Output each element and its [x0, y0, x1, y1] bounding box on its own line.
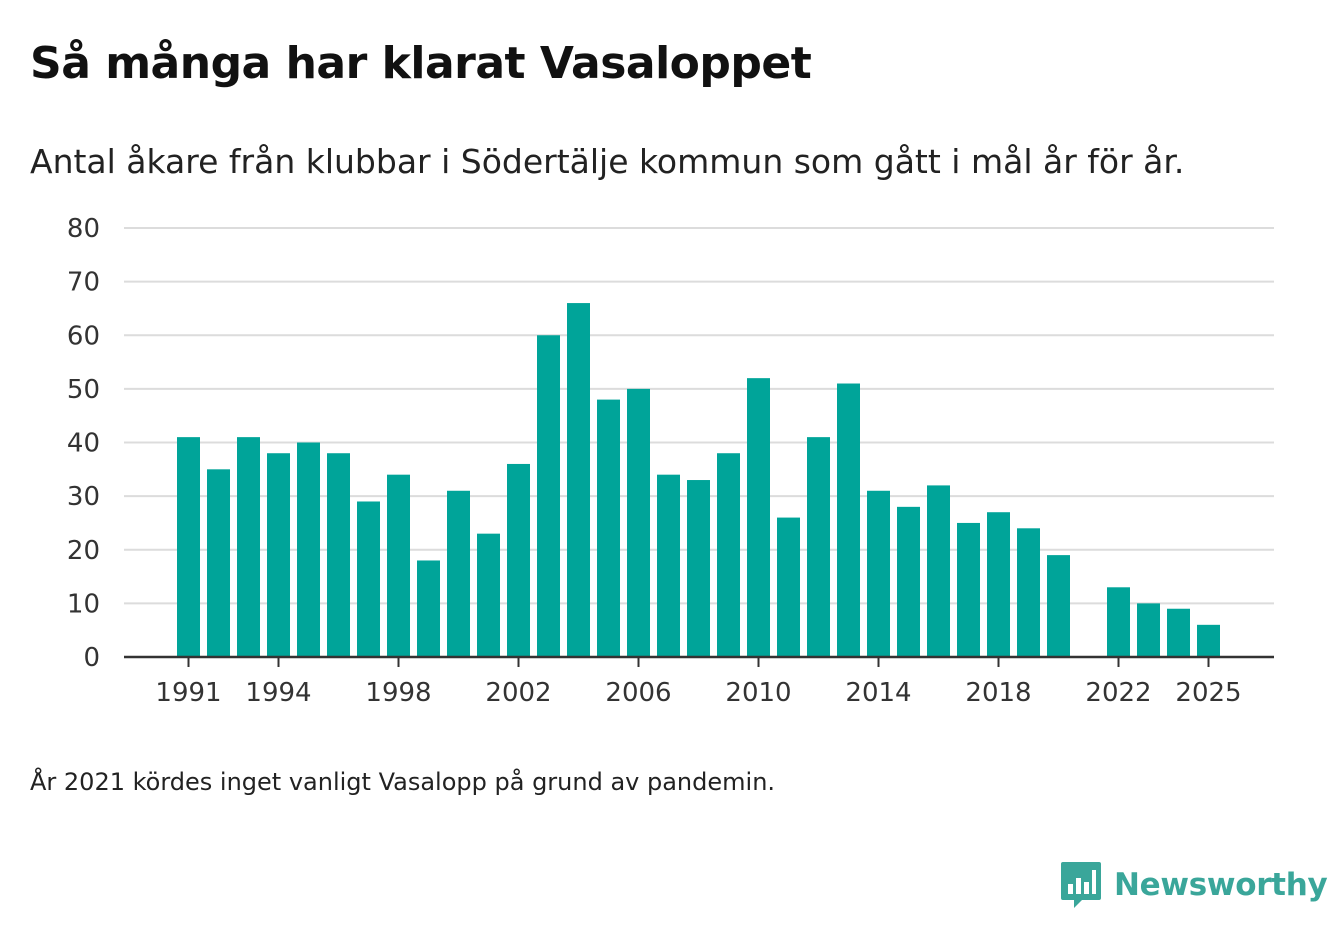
bar-1998	[387, 474, 410, 657]
y-tick-label: 80	[67, 214, 100, 244]
bar-2025	[1197, 624, 1220, 657]
bar-2020	[1047, 555, 1070, 657]
x-tick-label: 2018	[965, 678, 1031, 708]
x-tick-label: 1991	[155, 678, 221, 708]
bar-2010	[747, 378, 770, 657]
bar-1991	[177, 437, 200, 657]
x-tick-label: 1994	[245, 678, 311, 708]
x-tick-label: 2022	[1085, 678, 1151, 708]
bar-1993	[237, 437, 260, 657]
bar-2011	[777, 517, 800, 657]
bar-2015	[897, 506, 920, 657]
y-tick-label: 40	[67, 429, 100, 459]
brand-logo: Newsworthy	[1060, 860, 1328, 910]
chart-title: Så många har klarat Vasaloppet	[30, 38, 812, 89]
bar-2005	[597, 399, 620, 657]
bar-1995	[297, 442, 320, 657]
x-tick-label: 2025	[1175, 678, 1241, 708]
y-tick-label: 20	[67, 536, 100, 566]
bar-2022	[1107, 587, 1130, 657]
bar-2014	[867, 490, 890, 657]
footnote: År 2021 kördes inget vanligt Vasalopp på…	[30, 768, 776, 796]
bar-2007	[657, 474, 680, 657]
x-tick-label: 2014	[845, 678, 911, 708]
chart-subtitle: Antal åkare från klubbar i Södertälje ko…	[30, 142, 1185, 181]
bars	[177, 303, 1220, 657]
brand-name: Newsworthy	[1114, 867, 1328, 903]
x-tick-label: 2006	[605, 678, 671, 708]
bar-2003	[537, 335, 560, 657]
bar-2023	[1137, 603, 1160, 657]
x-tick-label: 2010	[725, 678, 791, 708]
bar-2012	[807, 437, 830, 657]
y-tick-label: 10	[67, 589, 100, 619]
bar-2001	[477, 533, 500, 657]
x-tick-label: 2002	[485, 678, 551, 708]
bar-1994	[267, 453, 290, 657]
bar-2017	[957, 522, 980, 657]
bar-2018	[987, 512, 1010, 657]
bar-2002	[507, 463, 530, 657]
bar-1996	[327, 453, 350, 657]
x-tick-label: 1998	[365, 678, 431, 708]
y-tick-label: 60	[67, 321, 100, 351]
y-tick-label: 30	[67, 482, 100, 512]
bar-1992	[207, 469, 230, 657]
bar-chart: 0 10 20 30 40 50 60 70 80 1991 1994 1998 2002 2006 20…	[67, 214, 1274, 708]
bar-2009	[717, 453, 740, 657]
bar-2016	[927, 485, 950, 657]
bar-2019	[1017, 528, 1040, 657]
bar-2008	[687, 480, 710, 657]
bar-1999	[417, 560, 440, 657]
y-axis-ticks: 0 10 20 30 40 50 60 70 80	[67, 214, 100, 673]
y-tick-label: 70	[67, 268, 100, 298]
y-tick-label: 0	[83, 643, 100, 673]
bar-2024	[1167, 608, 1190, 657]
bar-2004	[567, 303, 590, 657]
bar-2013	[837, 383, 860, 657]
bar-1997	[357, 501, 380, 657]
y-tick-label: 50	[67, 375, 100, 405]
newsworthy-logo-icon	[1061, 862, 1101, 908]
bar-2006	[627, 388, 650, 657]
x-axis-ticks: 1991 1994 1998 2002 2006 2010 2014 2018 2022 2025	[155, 657, 1242, 708]
bar-2000	[447, 490, 470, 657]
